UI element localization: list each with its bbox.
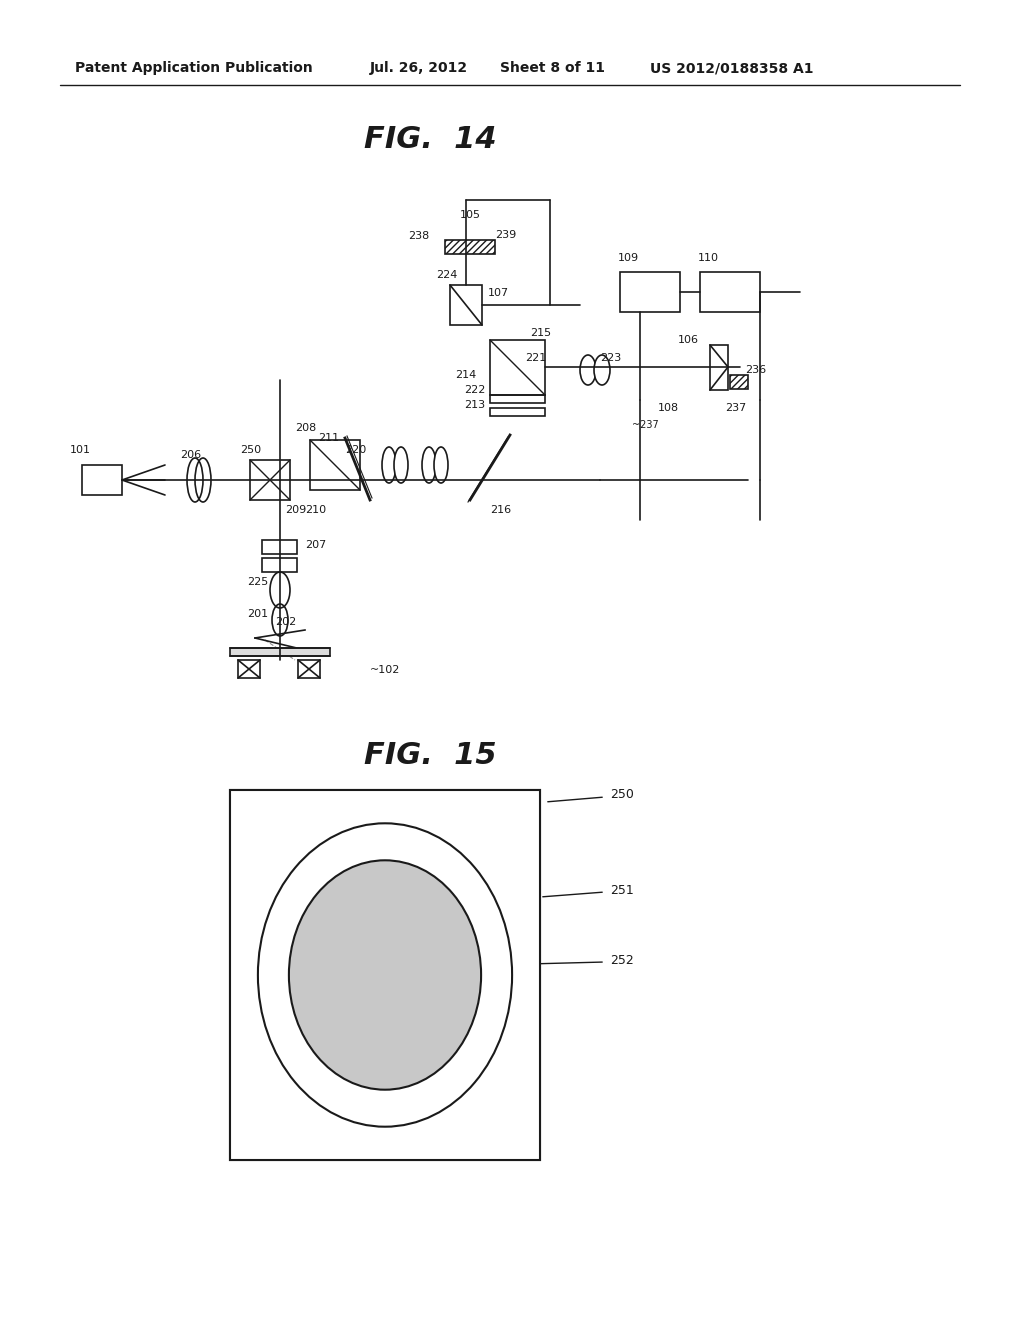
- Text: 201: 201: [247, 609, 268, 619]
- Text: FIG.  15: FIG. 15: [364, 741, 497, 770]
- Ellipse shape: [382, 447, 396, 483]
- Bar: [490, 395, 545, 403]
- Bar: [250, 459, 290, 500]
- Bar: [82, 465, 122, 495]
- Ellipse shape: [516, 355, 532, 385]
- Text: Sheet 8 of 11: Sheet 8 of 11: [500, 61, 605, 75]
- Ellipse shape: [594, 355, 610, 385]
- Bar: [262, 540, 297, 554]
- Ellipse shape: [258, 824, 512, 1127]
- Text: Jul. 26, 2012: Jul. 26, 2012: [370, 61, 468, 75]
- Bar: [262, 558, 297, 572]
- Text: 206: 206: [180, 450, 201, 459]
- Bar: [450, 285, 482, 325]
- Ellipse shape: [290, 857, 480, 1093]
- Bar: [710, 345, 728, 389]
- Text: ~237: ~237: [632, 420, 658, 430]
- Ellipse shape: [434, 447, 449, 483]
- Text: 214: 214: [455, 370, 476, 380]
- Bar: [445, 240, 495, 253]
- Bar: [490, 341, 545, 395]
- Bar: [310, 440, 360, 490]
- Text: 110: 110: [698, 253, 719, 263]
- Text: 209: 209: [285, 506, 306, 515]
- Bar: [230, 648, 330, 656]
- Text: 221: 221: [525, 352, 546, 363]
- Text: 215: 215: [530, 327, 551, 338]
- Text: 216: 216: [490, 506, 511, 515]
- Text: 109: 109: [618, 253, 639, 263]
- Text: 105: 105: [460, 210, 481, 220]
- Bar: [230, 789, 540, 1160]
- Text: 236: 236: [745, 366, 766, 375]
- Ellipse shape: [580, 355, 596, 385]
- Text: 202: 202: [275, 616, 296, 627]
- Text: 224: 224: [436, 271, 458, 280]
- Bar: [298, 660, 319, 678]
- Text: 108: 108: [658, 403, 679, 413]
- Text: 225: 225: [247, 577, 268, 587]
- Text: FIG.  14: FIG. 14: [364, 125, 497, 154]
- Text: 211: 211: [318, 433, 339, 444]
- Text: 250: 250: [240, 445, 261, 455]
- Bar: [700, 272, 760, 312]
- Text: 223: 223: [600, 352, 622, 363]
- Text: Patent Application Publication: Patent Application Publication: [75, 61, 312, 75]
- Text: ~102: ~102: [370, 665, 400, 675]
- Text: 210: 210: [305, 506, 326, 515]
- Bar: [730, 375, 748, 389]
- Text: 222: 222: [464, 385, 485, 395]
- Text: US 2012/0188358 A1: US 2012/0188358 A1: [650, 61, 813, 75]
- Text: 252: 252: [610, 953, 634, 966]
- Text: 250: 250: [610, 788, 634, 801]
- Text: 101: 101: [70, 445, 91, 455]
- Text: 107: 107: [488, 288, 509, 298]
- Ellipse shape: [267, 830, 503, 1119]
- Text: 208: 208: [295, 422, 316, 433]
- Text: 106: 106: [678, 335, 699, 345]
- Text: 220: 220: [345, 445, 367, 455]
- Bar: [238, 660, 260, 678]
- Text: 239: 239: [495, 230, 516, 240]
- Bar: [620, 272, 680, 312]
- Ellipse shape: [336, 915, 434, 1035]
- Ellipse shape: [289, 861, 481, 1090]
- Text: 213: 213: [464, 400, 485, 411]
- Bar: [490, 408, 545, 416]
- Bar: [230, 789, 540, 1160]
- Text: 251: 251: [610, 883, 634, 896]
- Ellipse shape: [502, 355, 518, 385]
- Text: 237: 237: [725, 403, 746, 413]
- Ellipse shape: [394, 447, 408, 483]
- Text: 207: 207: [305, 540, 327, 550]
- Ellipse shape: [422, 447, 436, 483]
- Text: 238: 238: [408, 231, 429, 242]
